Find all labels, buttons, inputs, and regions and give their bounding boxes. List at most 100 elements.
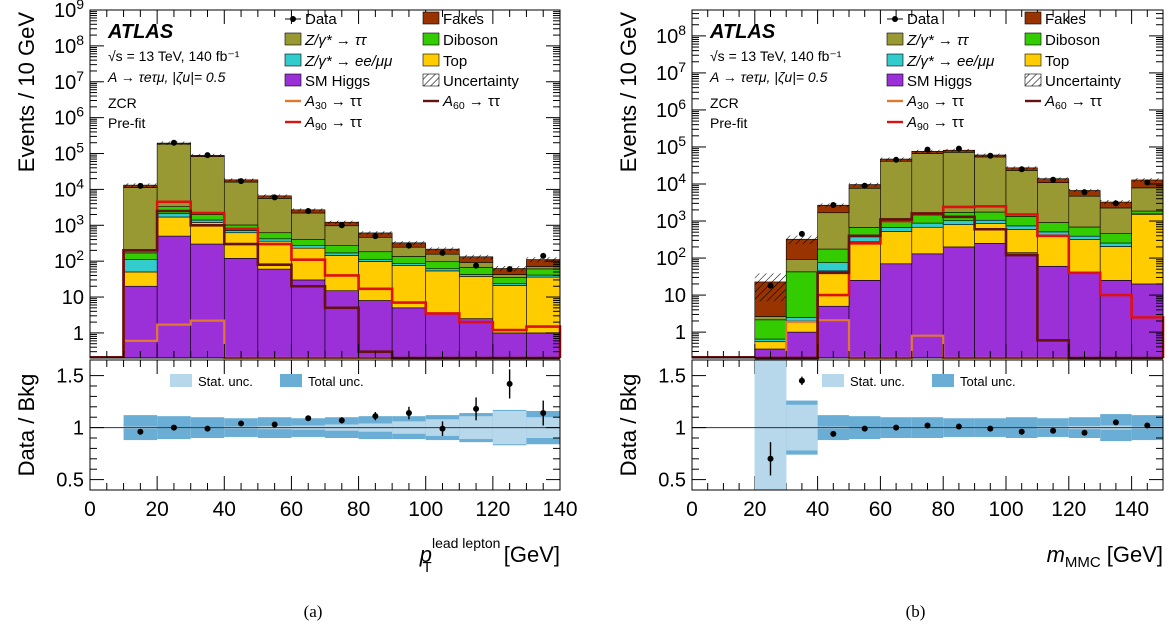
stack-bar <box>492 274 527 278</box>
stack-bar <box>358 251 393 260</box>
ratio-point <box>305 415 312 422</box>
stack-bar <box>257 268 292 359</box>
y-tick-mantissa: 10 <box>54 144 76 166</box>
ratio-frame <box>89 359 561 491</box>
uncertainty-band <box>459 254 493 260</box>
y-tick-exponent: 9 <box>76 0 84 12</box>
legend-swatch <box>284 73 302 87</box>
y-tick-exponent: 8 <box>678 22 686 38</box>
ratio-point <box>271 421 278 428</box>
y-tick-label: 1 <box>675 322 686 344</box>
y-tick-label: 104 <box>54 176 84 202</box>
stack-bar <box>358 236 393 253</box>
y-tick-exponent: 7 <box>678 59 686 75</box>
stack-bar <box>1005 170 1038 217</box>
legend-total-label: Total unc. <box>308 374 364 389</box>
data-point <box>439 249 446 256</box>
ratio-point <box>439 425 446 432</box>
stack-bar <box>1099 207 1132 234</box>
stack-bar <box>848 187 881 228</box>
y-tick-exponent: 4 <box>678 170 686 186</box>
stack-bar <box>754 341 787 350</box>
legend-label-part: → ττ <box>1067 93 1102 110</box>
x-axis-unit: [GeV] <box>1107 542 1163 567</box>
legend-label-part: A <box>442 93 453 110</box>
y-tick-mantissa: 10 <box>656 137 678 159</box>
stack-bar <box>391 265 427 309</box>
y-tick-exponent: 6 <box>678 96 686 112</box>
legend-total-label: Total unc. <box>960 374 1016 389</box>
experiment-label: ATLAS <box>709 21 776 43</box>
y-tick-mantissa: 10 <box>54 251 76 273</box>
data-point <box>271 194 278 201</box>
stack-bar <box>358 261 393 301</box>
stack-bar <box>785 317 818 322</box>
x-axis-symbol: m <box>1047 542 1065 567</box>
stack-bar <box>1068 226 1101 237</box>
ratio-point <box>798 377 805 384</box>
y-tick-exponent: 5 <box>76 140 84 156</box>
ratio-y-tick-label: 1.5 <box>56 366 84 388</box>
stack-bar <box>1068 239 1101 274</box>
stack-bar <box>223 232 259 259</box>
data-point <box>338 222 345 229</box>
stack-bar <box>156 235 192 359</box>
ratio-y-tick-label: 1 <box>73 418 84 440</box>
stack-bar <box>190 219 225 223</box>
ratio-point <box>137 428 144 435</box>
stack-bar <box>156 143 192 207</box>
x-axis-unit: [GeV] <box>498 542 560 567</box>
data-point <box>798 230 805 237</box>
data-point <box>305 208 312 215</box>
stack-bar <box>817 270 850 307</box>
legend-label-part: A <box>304 93 315 110</box>
x-tick-label: 80 <box>347 498 370 521</box>
y-tick-mantissa: 10 <box>656 100 678 122</box>
ratio-point <box>893 424 900 431</box>
x-tick-label: 40 <box>806 498 829 521</box>
data-point <box>1081 189 1088 196</box>
stack-bar <box>425 261 460 270</box>
stack-bar <box>1037 182 1070 223</box>
stack-bar <box>324 252 359 256</box>
legend-stat-swatch <box>170 374 192 387</box>
legend-swatch <box>422 53 440 67</box>
stack-bar <box>492 276 527 285</box>
ratio-point <box>238 420 245 427</box>
energy-lumi-label: √s = 13 TeV, 140 fb⁻¹ <box>710 48 842 64</box>
legend-label: Z/γ* → ττ <box>304 32 368 49</box>
y-tick-exponent: 2 <box>678 244 686 260</box>
legend-label: Diboson <box>1045 32 1100 49</box>
stack-bar <box>425 268 460 272</box>
data-point <box>506 266 513 273</box>
y-tick-mantissa: 10 <box>54 72 76 94</box>
stack-bar <box>223 181 259 226</box>
stack-bar <box>1131 187 1164 212</box>
legend-swatch <box>1024 11 1042 25</box>
x-tick-label: 140 <box>542 498 577 521</box>
process-label: A → τeτμ, |ζu|= 0.5 <box>709 69 828 85</box>
legend-total-swatch <box>932 374 954 387</box>
y-tick-exponent: 5 <box>678 133 686 149</box>
y-tick-mantissa: 10 <box>54 0 76 22</box>
x-axis-symbol: p <box>419 542 432 567</box>
stack-bar <box>754 319 787 340</box>
legend-uncertainty-swatch <box>1024 73 1042 87</box>
ratio-y-axis-label: Data / Bkg <box>616 374 641 477</box>
legend-label: Uncertainty <box>443 73 519 90</box>
stack-bar <box>1068 195 1101 228</box>
stack-bar <box>324 225 359 246</box>
legend-uncertainty-swatch <box>422 73 440 87</box>
y-tick-exponent: 7 <box>76 68 84 84</box>
uncertainty-band <box>425 247 460 252</box>
ratio-point <box>1018 428 1025 435</box>
stack-bar <box>324 290 359 359</box>
x-axis-subscript: MMC <box>1065 554 1101 571</box>
data-point <box>987 152 994 159</box>
legend-label: SM Higgs <box>305 73 370 90</box>
legend-swatch <box>1024 53 1042 67</box>
x-tick-label: 20 <box>743 498 766 521</box>
stack-bar <box>1131 210 1164 215</box>
stack-bar <box>123 285 158 359</box>
